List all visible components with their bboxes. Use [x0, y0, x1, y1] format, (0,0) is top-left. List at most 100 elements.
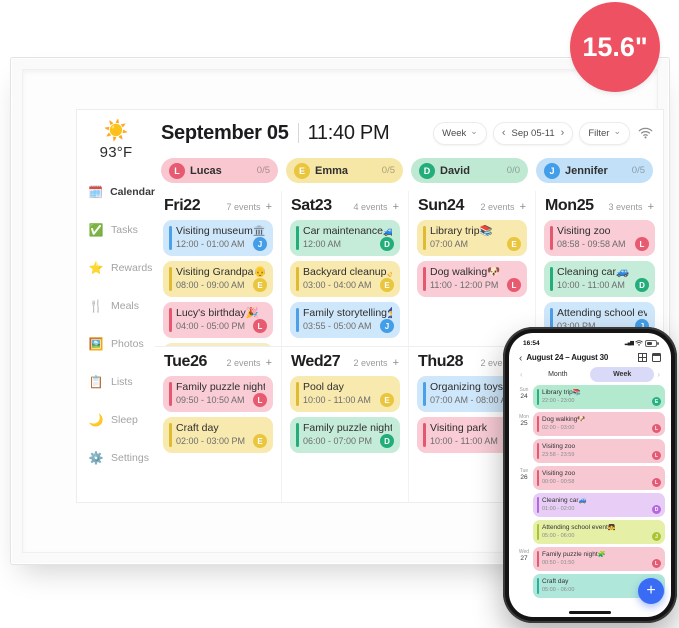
event-title: Craft day — [542, 577, 569, 585]
calendar-view-icon[interactable] — [652, 352, 661, 362]
event-color-bar — [550, 308, 553, 332]
member-tab-emma[interactable]: E Emma 0/5 — [286, 158, 403, 183]
avatar: L — [169, 162, 185, 179]
event-card[interactable]: Pool day 10:00 - 11:00 AM E — [290, 376, 400, 412]
list-item: Cleaning car🚙 01:00 - 02:00 D — [515, 493, 665, 517]
phone-status-icons: ▂▄▆ — [625, 339, 659, 347]
member-tab-david[interactable]: D David 0/0 — [411, 158, 528, 183]
event-time: 22:00 - 23:00 — [542, 397, 575, 404]
event-card[interactable]: Visiting Grandpa👴 08:00 - 09:00 AM E — [163, 261, 273, 297]
member-task-count: 0/5 — [631, 165, 645, 176]
add-event-icon[interactable]: + — [392, 201, 399, 213]
event-card[interactable]: Library trip📚 22:00 - 23:00 E — [533, 385, 665, 409]
avatar: L — [652, 451, 661, 460]
event-card[interactable]: Family puzzle night🧩 09:50 - 10:50 AM L — [163, 376, 273, 412]
day-label: Sun 24 — [519, 387, 529, 400]
event-card[interactable]: Cleaning car🚙 10:00 - 11:00 AM D — [544, 261, 655, 297]
cutlery-icon: 🍴 — [88, 299, 104, 313]
size-badge-label: 15.6" — [582, 31, 648, 62]
add-event-icon[interactable]: + — [265, 357, 272, 369]
event-card[interactable]: Visiting zoo 08:58 - 09:58 AM L — [544, 220, 655, 256]
sidebar-item-label: Photos — [111, 338, 144, 350]
event-card[interactable]: Family puzzle night🎉 06:00 - 07:00 PM D — [290, 417, 400, 453]
add-event-icon[interactable]: + — [519, 201, 526, 213]
event-color-bar — [296, 382, 299, 406]
event-card[interactable]: Backyard cleanup🧹 03:00 - 04:00 AM E — [290, 261, 400, 297]
avatar: D — [652, 505, 661, 514]
event-card[interactable]: Dog walking🐶 11:00 - 12:00 PM L — [417, 261, 527, 297]
date-range-selector[interactable]: Sep 05-11 — [492, 121, 574, 145]
filter-button[interactable]: Filter — [579, 121, 630, 145]
event-time: 05:00 - 06:00 — [542, 532, 575, 539]
member-name: Jennifer — [565, 164, 608, 177]
member-name: David — [440, 164, 470, 177]
avatar: D — [635, 278, 649, 292]
add-event-icon[interactable]: + — [392, 357, 399, 369]
day-event-count: 2 events — [480, 358, 515, 368]
sidebar-item-photos[interactable]: 🖼️ Photos — [77, 325, 155, 363]
event-title: Dog walking🐶 — [542, 415, 586, 423]
moon-icon: 🌙 — [88, 413, 104, 427]
add-event-icon[interactable]: + — [647, 201, 654, 213]
phone-date-range: August 24 – August 30 — [526, 352, 609, 362]
sidebar-item-meals[interactable]: 🍴 Meals — [77, 287, 155, 325]
sidebar-item-calendar[interactable]: 🗓️ Calendar — [77, 173, 155, 211]
event-card[interactable]: Attending school event👧 05:00 - 06:00 J — [533, 520, 665, 544]
event-time: 11:00 - 12:00 PM — [430, 280, 499, 290]
add-event-icon[interactable]: + — [265, 201, 272, 213]
chevron-right-icon[interactable]: › — [657, 369, 660, 379]
sidebar-item-rewards[interactable]: ⭐ Rewards — [77, 249, 155, 287]
event-card[interactable]: Visiting museum🏛️ 12:00 - 01:00 AM J — [163, 220, 273, 256]
tab-month[interactable]: Month — [548, 370, 568, 378]
member-task-count: 0/0 — [506, 165, 520, 176]
calendar-screen: ☀️ 93°F 🗓️ Calendar ✅ Tasks ⭐ Rewards 🍴 — [76, 109, 664, 503]
avatar: D — [419, 162, 435, 179]
avatar: L — [253, 319, 267, 333]
event-card[interactable]: Library trip📚 07:00 AM E — [417, 220, 527, 256]
phone-nav-bar: August 24 – August 30 — [515, 349, 665, 365]
day-title: Sat23 — [291, 197, 332, 214]
event-color-bar — [169, 267, 172, 291]
view-selector[interactable]: Week — [433, 121, 487, 145]
event-color-bar — [537, 416, 539, 432]
event-card[interactable]: Car maintenance🚙 12:00 AM D — [290, 220, 400, 256]
current-date: September 05 — [161, 121, 289, 144]
gear-icon: ⚙️ — [88, 451, 104, 465]
event-card[interactable]: Craft day 02:00 - 03:00 PM E — [163, 417, 273, 453]
tab-week[interactable]: Week — [590, 366, 655, 382]
sidebar-item-settings[interactable]: ⚙️ Settings — [77, 439, 155, 477]
event-card[interactable]: Cleaning car🚙 01:00 - 02:00 D — [533, 493, 665, 517]
event-card[interactable]: Visiting zoo 00:00 - 00:58 L — [533, 466, 665, 490]
week-grid-row-1: Fri22 7 events + Visiting museum🏛️ 12:00… — [155, 191, 663, 346]
calendar-main: September 05 11:40 PM Week Sep 05-11 Fil… — [155, 110, 663, 502]
event-time: 07:00 AM — [430, 239, 469, 249]
event-card[interactable]: Lucy's birthday🎉 04:00 - 05:00 PM L — [163, 302, 273, 338]
event-color-bar — [169, 226, 172, 250]
avatar: L — [507, 278, 521, 292]
header-divider — [297, 123, 299, 143]
member-tab-lucas[interactable]: L Lucas 0/5 — [161, 158, 278, 183]
event-time: 00:00 - 00:58 — [542, 478, 575, 485]
sidebar-item-tasks[interactable]: ✅ Tasks — [77, 211, 155, 249]
day-event-count: 2 events — [480, 202, 515, 212]
event-card[interactable]: Dog walking🐶 02:00 - 03:00 L — [533, 412, 665, 436]
member-tab-jennifer[interactable]: J Jennifer 0/5 — [536, 158, 653, 183]
add-event-button[interactable]: + — [638, 578, 664, 604]
event-title: Family puzzle night🧩 — [176, 381, 265, 393]
grid-view-icon[interactable] — [638, 352, 647, 362]
sidebar-item-sleep[interactable]: 🌙 Sleep — [77, 401, 155, 439]
current-time: 11:40 PM — [307, 121, 390, 144]
event-title: Family puzzle night🎉 — [303, 422, 392, 434]
sidebar-item-label: Rewards — [111, 262, 153, 274]
event-card[interactable]: Visiting zoo 23:58 - 23:59 L — [533, 439, 665, 463]
sidebar-item-lists[interactable]: 📋 Lists — [77, 363, 155, 401]
event-card[interactable]: Family storytelling🧙 03:55 - 05:00 AM J — [290, 302, 400, 338]
event-title: Organizing toys🧸 — [430, 381, 517, 393]
day-title: Fri22 — [164, 197, 201, 214]
event-time: 12:00 AM — [303, 239, 342, 249]
event-time: 23:58 - 23:59 — [542, 451, 575, 458]
event-title: Visiting Grandpa👴 — [176, 266, 265, 278]
event-card[interactable]: Family puzzle night🧩 00:50 - 01:50 L — [533, 547, 665, 571]
back-chevron-icon[interactable] — [519, 348, 526, 366]
chevron-left-icon[interactable]: ‹ — [520, 369, 523, 379]
